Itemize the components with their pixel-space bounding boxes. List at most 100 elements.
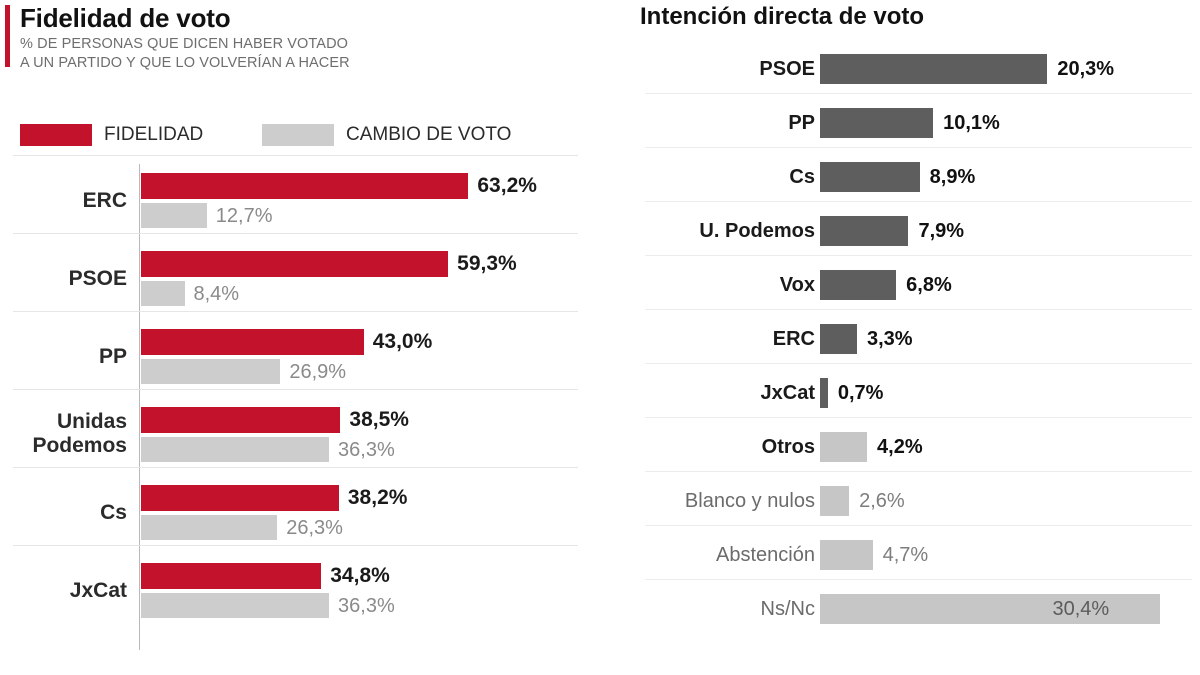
page-title: Fidelidad de voto xyxy=(20,3,231,33)
fidelidad-row: PSOE 59,3% 8,4% xyxy=(0,248,600,310)
right-panel-title: Intención directa de voto xyxy=(640,3,925,30)
intencion-row: JxCat 0,7% xyxy=(600,368,1200,422)
category-label: PP xyxy=(98,345,127,368)
bar-intencion xyxy=(820,432,868,462)
legend: FIDELIDAD CAMBIO DE VOTO xyxy=(0,122,580,152)
category-label: ERC xyxy=(772,328,815,350)
category-label: Cs xyxy=(789,166,815,188)
bar-intencion xyxy=(820,486,850,516)
fidelidad-row: ERC 63,2% 12,7% xyxy=(0,170,600,232)
row-separator xyxy=(645,147,1192,148)
legend-label-cambio: CAMBIO DE VOTO xyxy=(346,124,512,145)
chart-intencion-directa-de-voto: PSOE 20,3% PP 10,1% Cs 8,9% U. Podemos 7,9% Vox 6… xyxy=(600,40,1200,624)
bar-fidelidad xyxy=(141,407,341,433)
value-label-fidelidad: 59,3% xyxy=(457,252,517,275)
bar-fidelidad xyxy=(141,251,449,277)
bar-intencion xyxy=(820,162,920,192)
fidelidad-row: JxCat 34,8% 36,3% xyxy=(0,560,600,622)
value-label: 4,7% xyxy=(882,544,929,566)
category-label: U. Podemos xyxy=(699,220,815,242)
bar-intencion xyxy=(820,378,828,408)
row-separator xyxy=(13,389,578,390)
value-label: 0,7% xyxy=(837,382,884,404)
row-separator xyxy=(645,525,1192,526)
category-label: Ns/Nc xyxy=(760,598,815,620)
row-separator xyxy=(645,309,1192,310)
intencion-row: ERC 3,3% xyxy=(600,314,1200,368)
value-label-fidelidad: 38,2% xyxy=(347,486,408,509)
bar-cambio-de-voto xyxy=(141,281,185,306)
bar-cambio-de-voto xyxy=(141,359,281,384)
category-label: Unidas Podemos xyxy=(32,410,127,457)
category-label: Cs xyxy=(100,501,127,524)
category-label: ERC xyxy=(82,189,127,212)
bar-cambio-de-voto xyxy=(141,203,207,228)
value-label: 30,4% xyxy=(1052,598,1110,620)
row-separator xyxy=(13,311,578,312)
value-label-cambio-de-voto: 36,3% xyxy=(338,439,395,461)
value-label: 7,9% xyxy=(918,220,965,242)
row-separator xyxy=(645,417,1192,418)
value-label-cambio-de-voto: 36,3% xyxy=(338,595,395,617)
category-label: Abstención xyxy=(716,544,815,566)
intencion-row: Abstención 4,7% xyxy=(600,530,1200,584)
panel-intencion-directa: Intención directa de voto PSOE 20,3% PP 10,… xyxy=(600,0,1200,675)
row-separator xyxy=(645,93,1192,94)
bar-intencion xyxy=(820,270,897,300)
bar-intencion xyxy=(820,216,909,246)
row-separator xyxy=(645,255,1192,256)
intencion-row: PP 10,1% xyxy=(600,98,1200,152)
legend-swatch-icon-fidelidad xyxy=(20,124,92,146)
bar-cambio-de-voto xyxy=(141,515,278,540)
category-label: Blanco y nulos xyxy=(684,490,815,512)
chart-fidelidad-de-voto: ERC 63,2% 12,7% PSOE 59,3% 8,4% PP 43,0% 26,9% Un… xyxy=(0,155,600,665)
value-label: 3,3% xyxy=(866,328,913,350)
bar-fidelidad xyxy=(141,329,364,355)
bar-intencion xyxy=(820,54,1048,84)
legend-label-fidelidad: FIDELIDAD xyxy=(104,124,204,145)
intencion-row: U. Podemos 7,9% xyxy=(600,206,1200,260)
row-separator xyxy=(645,201,1192,202)
value-label: 6,8% xyxy=(906,274,952,296)
value-label-cambio-de-voto: 8,4% xyxy=(193,283,240,305)
fidelidad-row: Cs 38,2% 26,3% xyxy=(0,482,600,544)
subtitle-line-2: A UN PARTIDO Y QUE LO VOLVERÍAN A HACER xyxy=(20,55,350,71)
row-separator xyxy=(645,579,1192,580)
row-separator xyxy=(13,233,578,234)
intencion-row: Ns/Nc 30,4% xyxy=(600,584,1200,638)
row-separator xyxy=(645,363,1192,364)
panel-fidelidad: Fidelidad de voto % DE PERSONAS QUE DICE… xyxy=(0,3,600,665)
intencion-row: Otros 4,2% xyxy=(600,422,1200,476)
intencion-row: Vox 6,8% xyxy=(600,260,1200,314)
bar-intencion xyxy=(820,324,857,354)
chart-baseline-axis xyxy=(139,164,140,650)
title-accent-bar xyxy=(5,5,10,67)
fidelidad-row: Unidas Podemos 38,5% 36,3% xyxy=(0,404,600,466)
bar-fidelidad xyxy=(141,563,322,589)
value-label-cambio-de-voto: 26,3% xyxy=(286,517,343,539)
value-label: 20,3% xyxy=(1057,58,1115,80)
bar-intencion xyxy=(820,540,873,570)
value-label-cambio-de-voto: 26,9% xyxy=(289,361,347,383)
category-label: PP xyxy=(788,112,815,134)
fidelidad-row: PP 43,0% 26,9% xyxy=(0,326,600,388)
page-subtitle: % DE PERSONAS QUE DICEN HABER VOTADO A U… xyxy=(20,35,350,73)
legend-swatch-icon-cambio xyxy=(262,124,334,146)
category-label: Vox xyxy=(779,274,815,296)
row-separator xyxy=(13,155,578,156)
value-label: 8,9% xyxy=(929,166,976,188)
bar-cambio-de-voto xyxy=(141,593,330,618)
row-separator xyxy=(13,467,578,468)
value-label-fidelidad: 38,5% xyxy=(349,408,409,431)
category-label: JxCat xyxy=(760,382,815,404)
bar-intencion xyxy=(820,108,934,138)
value-label-fidelidad: 43,0% xyxy=(372,330,433,353)
value-label: 10,1% xyxy=(943,112,1000,134)
bar-fidelidad xyxy=(141,485,339,511)
intencion-row: PSOE 20,3% xyxy=(600,44,1200,98)
value-label-cambio-de-voto: 12,7% xyxy=(215,205,273,227)
row-separator xyxy=(13,545,578,546)
value-label-fidelidad: 34,8% xyxy=(330,564,390,587)
category-label: Otros xyxy=(761,436,815,458)
